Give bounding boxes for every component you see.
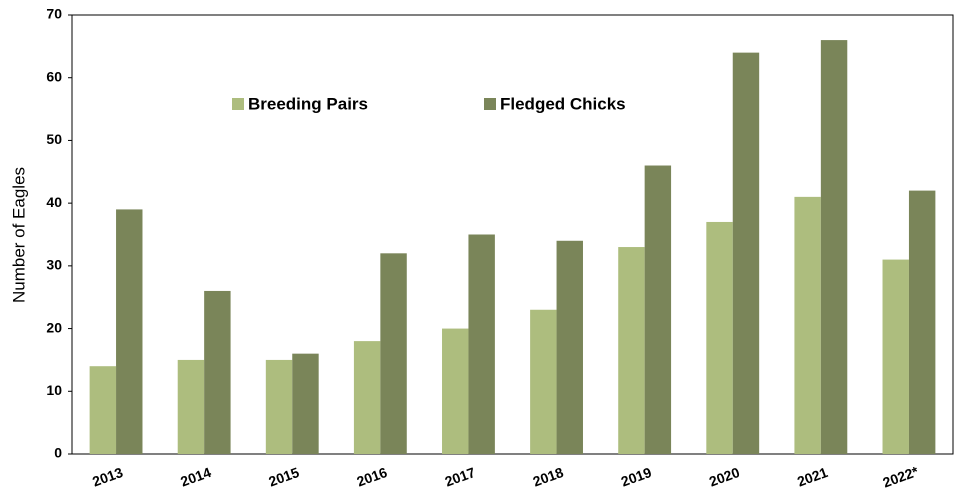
x-tick-label: 2015 [266,464,301,490]
y-tick-label: 70 [46,6,62,22]
bar [618,247,645,454]
x-tick-label: 2016 [355,464,390,490]
y-tick-label: 30 [46,257,62,273]
x-tick-label: 2013 [90,464,125,490]
bar [644,165,672,454]
bar [116,209,143,454]
y-tick-label: 0 [54,445,62,461]
x-tick-label: 2014 [178,464,213,490]
bar [468,234,495,454]
bar [353,341,381,454]
bar [556,240,583,454]
bar [265,359,293,454]
x-tick-label: 2022* [881,463,921,491]
y-tick-label: 60 [46,68,62,84]
x-tick-label: 2017 [443,464,478,490]
bar [706,221,733,454]
bar [89,366,117,454]
bar [380,253,407,454]
y-tick-label: 20 [46,319,62,335]
bar [177,359,205,454]
x-tick-label: 2018 [531,464,566,490]
legend-label: Breeding Pairs [248,94,368,113]
y-tick-label: 40 [46,194,62,210]
bar [292,353,319,454]
bar [530,309,557,454]
x-tick-label: 2021 [795,464,830,490]
plot-frame [71,14,954,455]
bar [204,290,231,454]
x-tick-label: 2019 [619,464,654,490]
bar [794,196,821,454]
bar [882,259,909,454]
bar [442,328,469,454]
bar [908,190,936,454]
legend-swatch [232,98,244,110]
legend-swatch [484,98,496,110]
y-axis-title: Number of Eagles [9,167,28,303]
legend-label: Fledged Chicks [500,94,626,113]
y-tick-label: 10 [46,382,62,398]
bar [820,40,848,454]
bar [732,52,760,454]
x-tick-label: 2020 [707,464,742,490]
y-tick-label: 50 [46,131,62,147]
